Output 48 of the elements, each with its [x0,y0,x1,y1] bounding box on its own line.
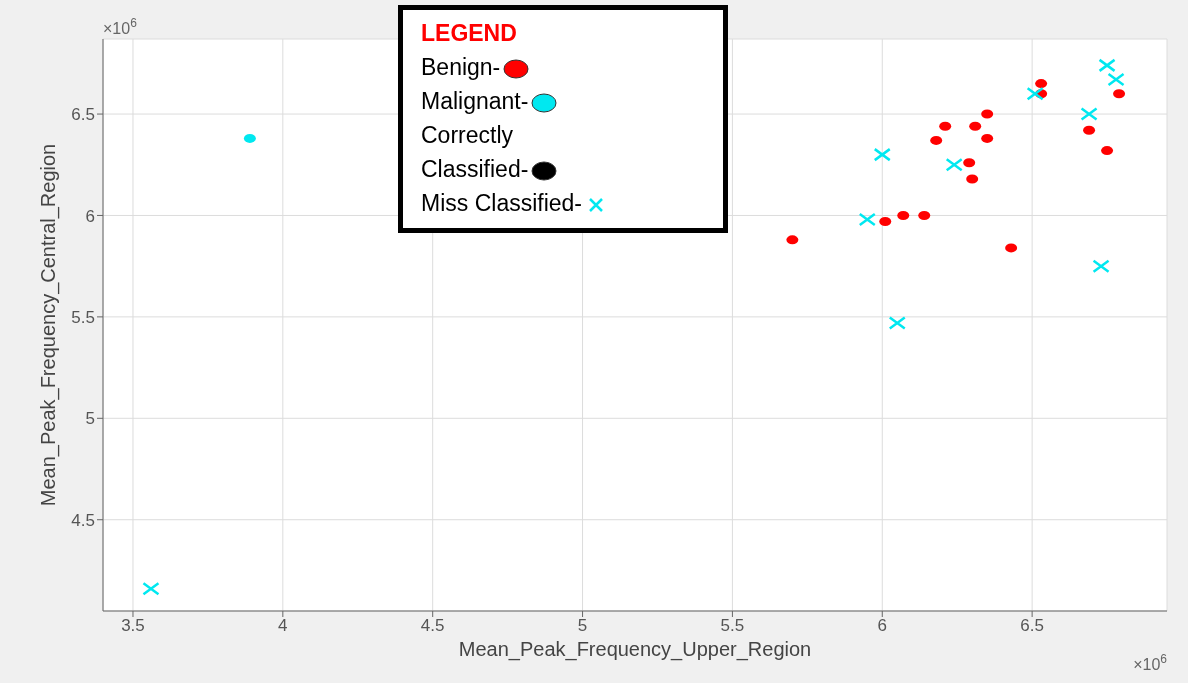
x-axis-title: Mean_Peak_Frequency_Upper_Region [458,638,812,661]
y-tick-label: 6 [85,206,95,226]
point [1083,125,1096,135]
legend-title: LEGEND [421,19,518,48]
point [966,174,979,184]
point [786,235,799,245]
point [888,316,906,330]
point [243,133,256,143]
text: ×10$^{6}$ [103,16,138,37]
point [918,210,931,220]
point [1107,72,1125,87]
point [1092,259,1110,273]
y-tick-label: 4.5 [71,510,95,530]
x-tick-label: 4.5 [420,616,445,636]
point [1026,87,1044,101]
point [1101,146,1114,156]
point [1113,89,1126,99]
point [981,109,994,119]
point [969,121,982,131]
x-tick-label: 6 [877,616,887,636]
point [858,212,877,227]
point [1035,79,1048,89]
y-tick-label: 5 [85,409,95,429]
point [930,135,943,145]
legend-label: Benign- [421,53,502,82]
legend-label: Miss Classified- [421,189,584,218]
point [939,121,952,131]
point [142,581,160,596]
point [945,158,963,172]
point [1080,107,1098,121]
x-tick-label: 4 [278,616,288,636]
x-tick-label: 5.5 [720,616,745,636]
y-axis-title: Mean_Peak_Frequency_Central_Region [37,143,61,507]
point [1098,58,1116,73]
y-tick-label: 6.5 [71,105,95,125]
point [873,147,892,162]
point [963,158,976,168]
text: ×10$^{6}$ [1133,652,1168,673]
legend-label: Malignant- [421,87,530,116]
point [897,210,910,220]
legend-label: Correctly Classified- [421,121,530,184]
x-tick-label: 3.5 [121,616,145,636]
y-tick-label: 5.5 [71,307,95,327]
point [981,133,994,143]
x-tick-label: 6.5 [1020,616,1044,636]
point [879,217,892,227]
point [1005,243,1018,253]
x-tick-label: 5 [577,616,588,636]
